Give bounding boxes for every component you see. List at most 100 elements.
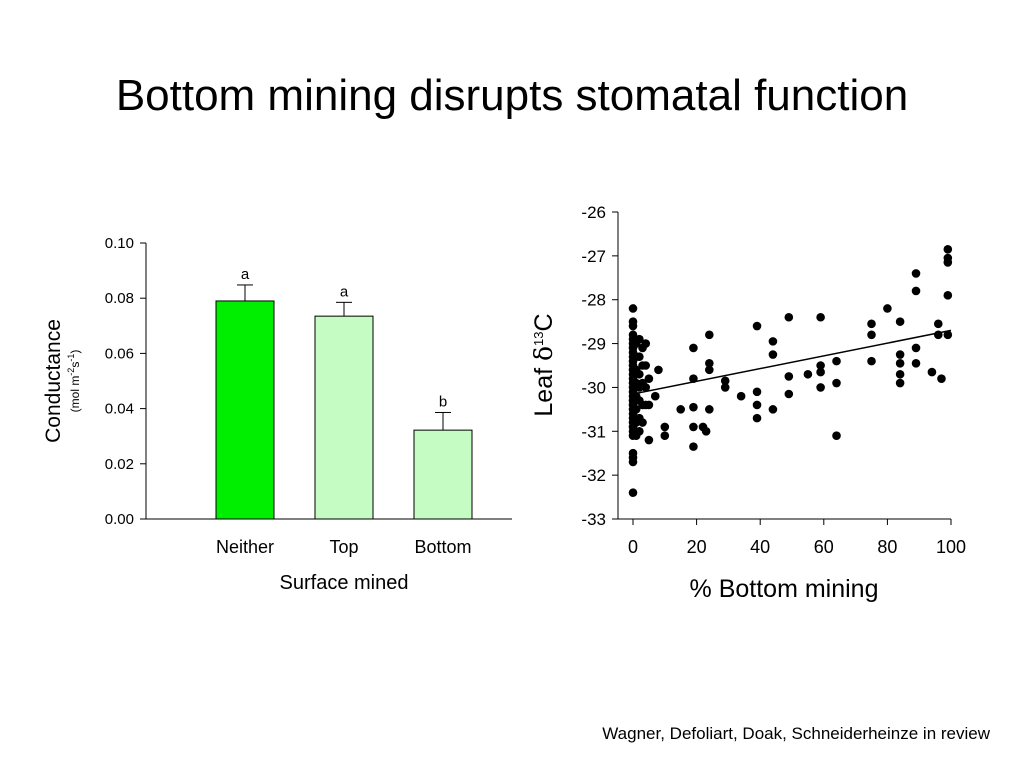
scatter-point [720,376,730,386]
scatter-chart-x-axis-title: % Bottom mining [690,575,879,603]
slide-title: Bottom mining disrupts stomatal function [115,71,909,120]
scatter-chart: -26 -27 -28 -29 -30 -31 -32 -33 0 20 40 60 80 100 % B… [529,203,966,603]
scatter-x-tick-label: 0 [628,537,638,557]
ylabel-suffix: C [530,313,558,331]
scatter-point [676,405,685,414]
scatter-point [933,319,943,329]
y-tick-label: 0.02 [105,456,134,473]
y-tick-label: 0.00 [105,511,134,528]
scatter-point [895,350,905,359]
scatter-point [943,330,953,340]
scatter-point [867,330,876,340]
scatter-x-tick-label: 20 [687,537,707,557]
units-base: (mol m [68,376,82,413]
scatter-y-tick-label: -32 [581,466,606,485]
bar-chart: a Neither a Top b Bottom 0.00 0.02 0.04 0.06 0.08 0… [42,235,512,594]
scatter-point [689,374,698,383]
y-tick-label: 0.06 [105,345,134,362]
scatter-point [943,258,953,267]
units-sup1: -2 [66,368,76,376]
scatter-point [895,378,905,388]
scatter-point [911,269,921,278]
scatter-point [832,378,841,388]
scatter-y-tick-label: -30 [581,378,606,397]
scatter-point [660,422,670,432]
scatter-point [635,352,644,362]
scatter-y-tick-label: -27 [581,247,606,266]
scatter-point [752,387,762,397]
scatter-y-tick-label: -31 [581,422,606,441]
x-tick-label: Top [329,537,358,557]
ylabel-sup: 13 [531,331,546,345]
scatter-chart-y-axis-title: Leaf δ13C [529,313,558,416]
scatter-x-tick-label: 40 [750,537,770,557]
scatter-point [911,343,921,353]
scatter-point [701,426,711,436]
scatter-point [689,402,698,412]
scatter-point [768,337,778,346]
scatter-point [736,391,746,401]
bar-top [314,315,374,520]
scatter-point [752,321,762,331]
scatter-point [816,383,825,392]
units-end: ) [68,350,82,354]
scatter-point [867,319,876,329]
scatter-x-tick-label: 100 [936,537,966,557]
scatter-point [832,431,841,440]
scatter-point [937,374,946,383]
y-tick-label: 0.04 [105,401,134,418]
bar-chart-axes [140,242,512,520]
scatter-y-tick-label: -33 [581,510,606,529]
scatter-point [689,422,698,432]
scatter-point [628,321,638,331]
scatter-trend-line [632,329,952,395]
scatter-point [654,365,663,375]
bar-chart-x-axis-title: Surface mined [280,572,409,594]
scatter-point [628,488,638,497]
significance-letter: a [340,283,349,300]
bar-chart-bars [215,284,473,520]
scatter-point [867,356,876,366]
units-sup2: -1 [66,354,76,362]
scatter-point [895,369,905,379]
scatter-point [631,405,641,414]
scatter-point [816,367,825,377]
scatter-point [803,369,813,379]
bar-chart-y-axis-units: (mol m-2s-1) [66,350,82,413]
scatter-y-tick-label: -28 [581,291,606,310]
scatter-point [927,367,937,377]
scatter-point [752,400,762,410]
scatter-x-tick-label: 60 [814,537,834,557]
scatter-point [720,383,730,392]
x-tick-label: Neither [216,537,274,557]
scatter-point [832,356,841,366]
scatter-x-tick-label: 80 [877,537,897,557]
scatter-point [644,400,654,410]
scatter-point [641,339,651,348]
scatter-point [635,426,644,436]
scatter-point [816,312,825,322]
scatter-point [933,330,943,340]
scatter-point [768,405,778,414]
y-tick-label: 0.10 [105,235,134,252]
scatter-point [895,359,905,368]
scatter-point [911,359,921,368]
scatter-point [660,431,670,440]
x-tick-label: Bottom [414,537,471,557]
ylabel-prefix: Leaf [530,361,558,417]
scatter-point [784,312,794,322]
scatter-y-tick-label: -29 [581,335,606,354]
scatter-point [644,435,654,445]
scatter-point [638,418,647,427]
scatter-point [635,334,644,344]
citation: Wagner, Defoliart, Doak, Schneiderheinze… [602,724,990,743]
scatter-point [816,361,825,370]
ylabel-delta: δ [529,346,558,361]
scatter-point [911,286,921,296]
scatter-point [768,350,778,359]
scatter-points [628,244,953,497]
scatter-point [705,330,714,340]
scatter-point [650,391,660,401]
scatter-point [689,343,698,353]
